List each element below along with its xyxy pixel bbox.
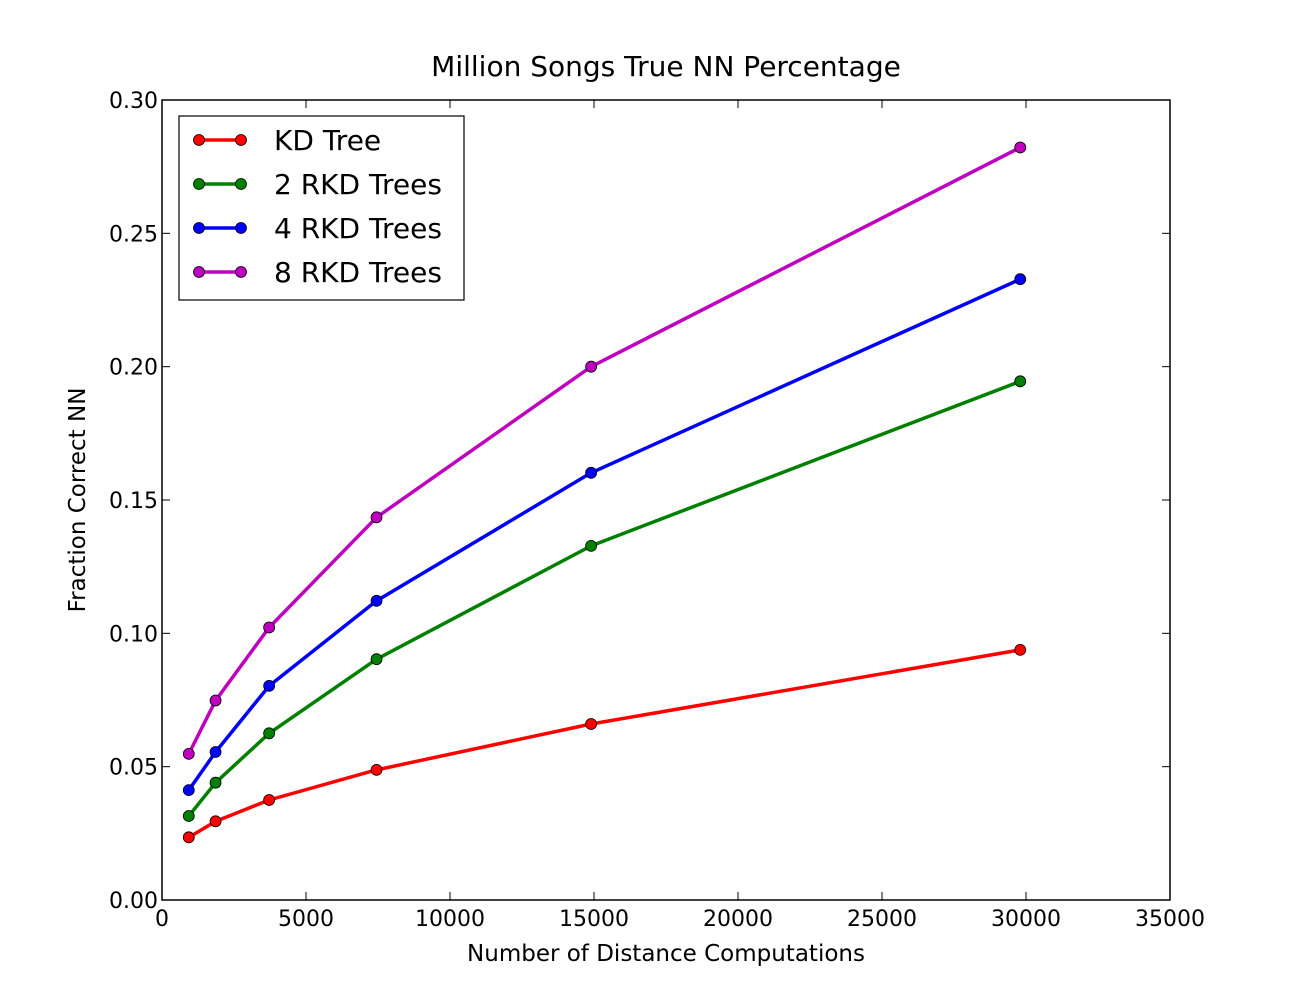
data-point — [1014, 643, 1027, 656]
legend-marker — [193, 222, 205, 234]
legend-entries: KD Tree 2 RKD Trees 4 RKD Trees 8 RKD Trees — [193, 124, 442, 289]
ticks-layer: 0 5000 10000 15000 20000 25000 30000 35000 0.00 0… — [109, 89, 1205, 932]
data-point — [209, 694, 222, 707]
series-line — [187, 379, 1021, 818]
y-axis-label: Fraction Correct NN — [65, 388, 91, 613]
y-tick-label: 0.25 — [109, 222, 158, 247]
data-point — [1014, 273, 1027, 286]
y-tick-label: 0.20 — [109, 356, 158, 381]
data-point — [370, 763, 383, 776]
x-tick-label: 0 — [155, 907, 169, 932]
legend-box — [178, 115, 465, 301]
data-point — [585, 718, 598, 730]
x-tick-label: 35000 — [1135, 907, 1205, 932]
data-point — [1014, 375, 1027, 388]
series-2-rkd-trees — [182, 375, 1027, 822]
data-point — [585, 539, 598, 552]
x-tick-label: 20000 — [703, 907, 773, 932]
data-point — [370, 511, 383, 524]
legend-entry: 8 RKD Trees — [193, 256, 442, 289]
data-point — [209, 746, 222, 758]
series-line — [187, 145, 1022, 755]
data-point — [1014, 141, 1027, 154]
series-layer — [182, 141, 1027, 844]
legend: KD Tree 2 RKD Trees 4 RKD Trees 8 RKD Trees — [178, 115, 465, 301]
legend-marker — [235, 178, 247, 190]
x-tick-label: 30000 — [991, 907, 1061, 932]
data-point — [182, 831, 195, 844]
y-tick-label: 0.10 — [109, 622, 158, 647]
data-point — [263, 794, 276, 806]
data-point — [263, 679, 276, 692]
chart-title: Million Songs True NN Percentage — [431, 50, 901, 83]
data-point — [370, 594, 383, 607]
legend-label: 4 RKD Trees — [274, 212, 442, 245]
legend-label: 2 RKD Trees — [274, 168, 442, 201]
series-kd-tree — [182, 643, 1027, 844]
y-tick-label: 0.15 — [109, 489, 158, 514]
data-point — [182, 784, 195, 797]
plot-area-frame — [161, 99, 1171, 901]
data-point — [263, 621, 276, 634]
y-tick-label: 0.30 — [109, 89, 158, 114]
data-point — [585, 360, 598, 373]
x-axis-label: Number of Distance Computations — [467, 941, 865, 967]
data-point — [263, 727, 276, 740]
legend-marker — [193, 134, 205, 146]
x-tick-label: 25000 — [847, 907, 917, 932]
legend-marker — [193, 178, 205, 190]
series-4-rkd-trees — [182, 273, 1027, 797]
series-line — [187, 277, 1021, 792]
legend-entry: KD Tree — [193, 124, 381, 157]
legend-marker — [235, 266, 247, 278]
data-point — [209, 776, 222, 789]
data-point — [209, 815, 222, 828]
x-tick-label: 10000 — [415, 907, 485, 932]
x-tick-label: 15000 — [559, 907, 629, 932]
data-point — [585, 466, 598, 479]
data-point — [182, 747, 195, 760]
y-tick-label: 0.05 — [109, 756, 158, 781]
data-point — [182, 810, 195, 822]
legend-entry: 4 RKD Trees — [193, 212, 442, 245]
series-8-rkd-trees — [182, 141, 1027, 760]
legend-entry: 2 RKD Trees — [193, 168, 442, 201]
legend-marker — [193, 266, 205, 278]
y-tick-label: 0.00 — [109, 889, 158, 914]
x-tick-label: 5000 — [278, 907, 334, 932]
legend-marker — [235, 134, 247, 146]
legend-label: KD Tree — [274, 124, 381, 157]
legend-label: 8 RKD Trees — [274, 256, 442, 289]
legend-marker — [235, 222, 247, 234]
data-point — [370, 653, 383, 666]
